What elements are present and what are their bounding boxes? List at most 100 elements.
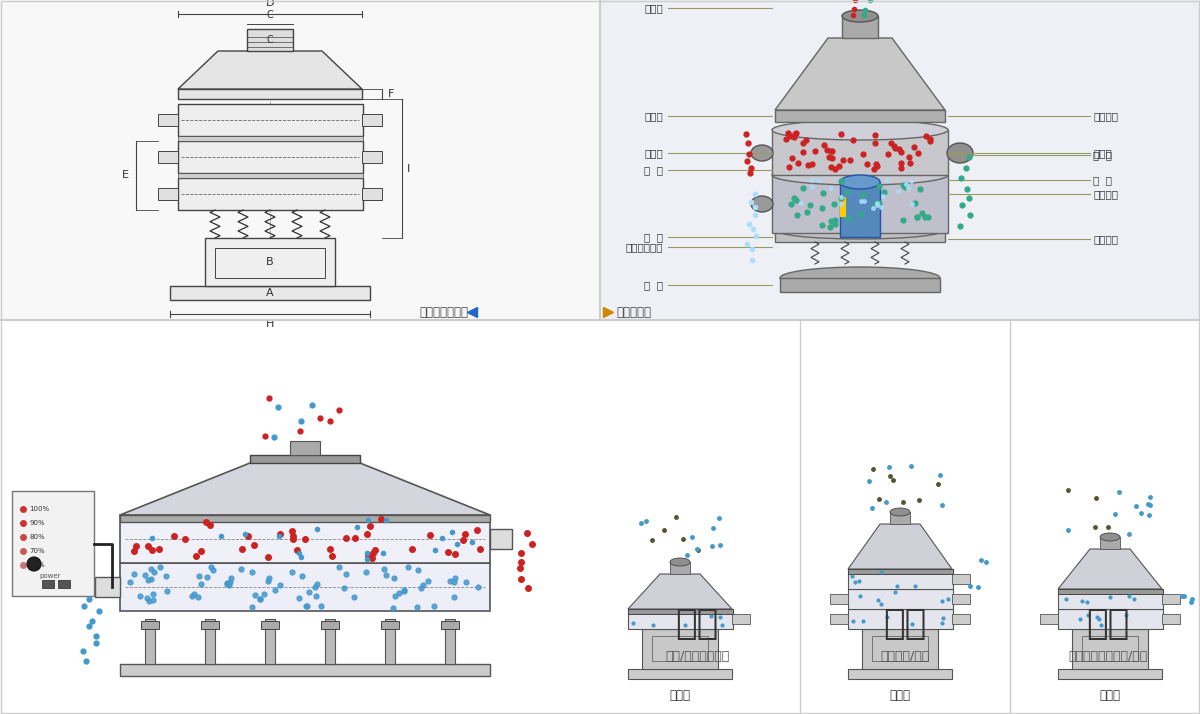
Text: 束  环: 束 环 <box>644 165 662 175</box>
Text: 结构示意图: 结构示意图 <box>616 306 650 318</box>
Text: D: D <box>265 0 275 8</box>
Bar <box>952 614 970 624</box>
Ellipse shape <box>751 145 773 161</box>
Bar <box>158 188 178 200</box>
Bar <box>322 621 340 629</box>
Text: 双层式: 双层式 <box>1099 689 1121 702</box>
Bar <box>290 441 320 455</box>
Bar <box>842 16 878 38</box>
Bar <box>202 621 220 629</box>
Bar <box>670 562 690 574</box>
Bar <box>0 320 1200 714</box>
Ellipse shape <box>840 175 880 189</box>
Polygon shape <box>775 38 946 110</box>
Ellipse shape <box>670 558 690 566</box>
Bar <box>142 621 158 629</box>
Bar <box>1058 609 1163 629</box>
Bar <box>775 110 946 122</box>
Ellipse shape <box>780 267 940 289</box>
Bar <box>12 491 94 596</box>
Ellipse shape <box>28 557 41 571</box>
Text: 弹  簧: 弹 簧 <box>644 232 662 242</box>
Text: 除杂: 除杂 <box>1086 607 1129 641</box>
Bar <box>362 114 382 126</box>
Bar <box>265 619 275 664</box>
Polygon shape <box>628 574 732 609</box>
Bar <box>1162 614 1180 624</box>
Bar <box>1058 589 1163 609</box>
Bar <box>178 89 362 99</box>
Text: I: I <box>407 164 410 174</box>
Bar <box>772 175 948 233</box>
Ellipse shape <box>890 508 910 516</box>
Bar <box>830 614 848 624</box>
Bar <box>848 669 952 679</box>
Bar <box>628 669 732 679</box>
Text: 机  座: 机 座 <box>644 280 662 290</box>
Bar <box>262 621 278 629</box>
Bar <box>120 515 490 563</box>
Bar <box>158 151 178 163</box>
Polygon shape <box>178 51 362 89</box>
Bar <box>158 114 178 126</box>
Text: 单层式: 单层式 <box>670 689 690 702</box>
Text: 三层式: 三层式 <box>889 689 911 702</box>
Bar <box>1100 537 1120 549</box>
Text: 振动电机: 振动电机 <box>1093 189 1118 199</box>
Text: 外形尺寸示意图: 外形尺寸示意图 <box>419 306 468 318</box>
Bar <box>848 609 953 629</box>
Bar <box>178 141 364 173</box>
Bar <box>247 29 293 51</box>
Text: 网  架: 网 架 <box>1093 150 1112 160</box>
Bar <box>600 0 1200 320</box>
Text: H: H <box>266 319 274 329</box>
Text: 60%: 60% <box>29 562 44 568</box>
Bar <box>178 104 364 136</box>
Text: 下部重锤: 下部重锤 <box>1093 234 1118 244</box>
Bar <box>215 248 325 278</box>
Text: E: E <box>122 171 130 181</box>
Bar <box>170 286 370 300</box>
Bar <box>862 629 938 669</box>
Bar <box>95 577 120 597</box>
Bar <box>652 636 708 661</box>
Text: A: A <box>266 288 274 298</box>
Bar <box>442 621 458 629</box>
Bar <box>445 619 455 664</box>
Text: 90%: 90% <box>29 520 44 526</box>
Bar <box>325 619 335 664</box>
Bar <box>58 580 70 588</box>
Bar <box>490 529 512 549</box>
Bar <box>840 182 880 237</box>
Text: 分级: 分级 <box>676 607 719 641</box>
Bar <box>848 589 953 609</box>
Bar <box>732 614 750 624</box>
Text: power: power <box>40 573 61 579</box>
Polygon shape <box>1058 549 1162 589</box>
Bar <box>952 594 970 604</box>
Bar <box>890 512 910 524</box>
Bar <box>178 136 364 141</box>
Bar <box>1162 594 1180 604</box>
Bar <box>145 619 155 664</box>
Ellipse shape <box>772 120 948 140</box>
Text: 额粒/粉末准确分级: 额粒/粉末准确分级 <box>665 650 730 663</box>
Polygon shape <box>120 463 490 515</box>
Text: 80%: 80% <box>29 534 44 540</box>
Text: 筛  盘: 筛 盘 <box>1093 175 1112 185</box>
Bar <box>772 130 948 175</box>
Bar <box>848 569 953 589</box>
Bar <box>205 238 335 286</box>
Bar <box>178 173 364 178</box>
Bar <box>780 278 940 292</box>
Text: C: C <box>266 10 274 20</box>
Ellipse shape <box>947 143 973 163</box>
Ellipse shape <box>842 10 878 22</box>
Bar <box>830 594 848 604</box>
Bar <box>385 619 395 664</box>
Bar <box>1082 636 1138 661</box>
Bar <box>178 178 364 210</box>
Text: 上部重锤: 上部重锤 <box>1093 111 1118 121</box>
Bar <box>952 574 970 584</box>
Text: 出料口: 出料口 <box>644 148 662 158</box>
